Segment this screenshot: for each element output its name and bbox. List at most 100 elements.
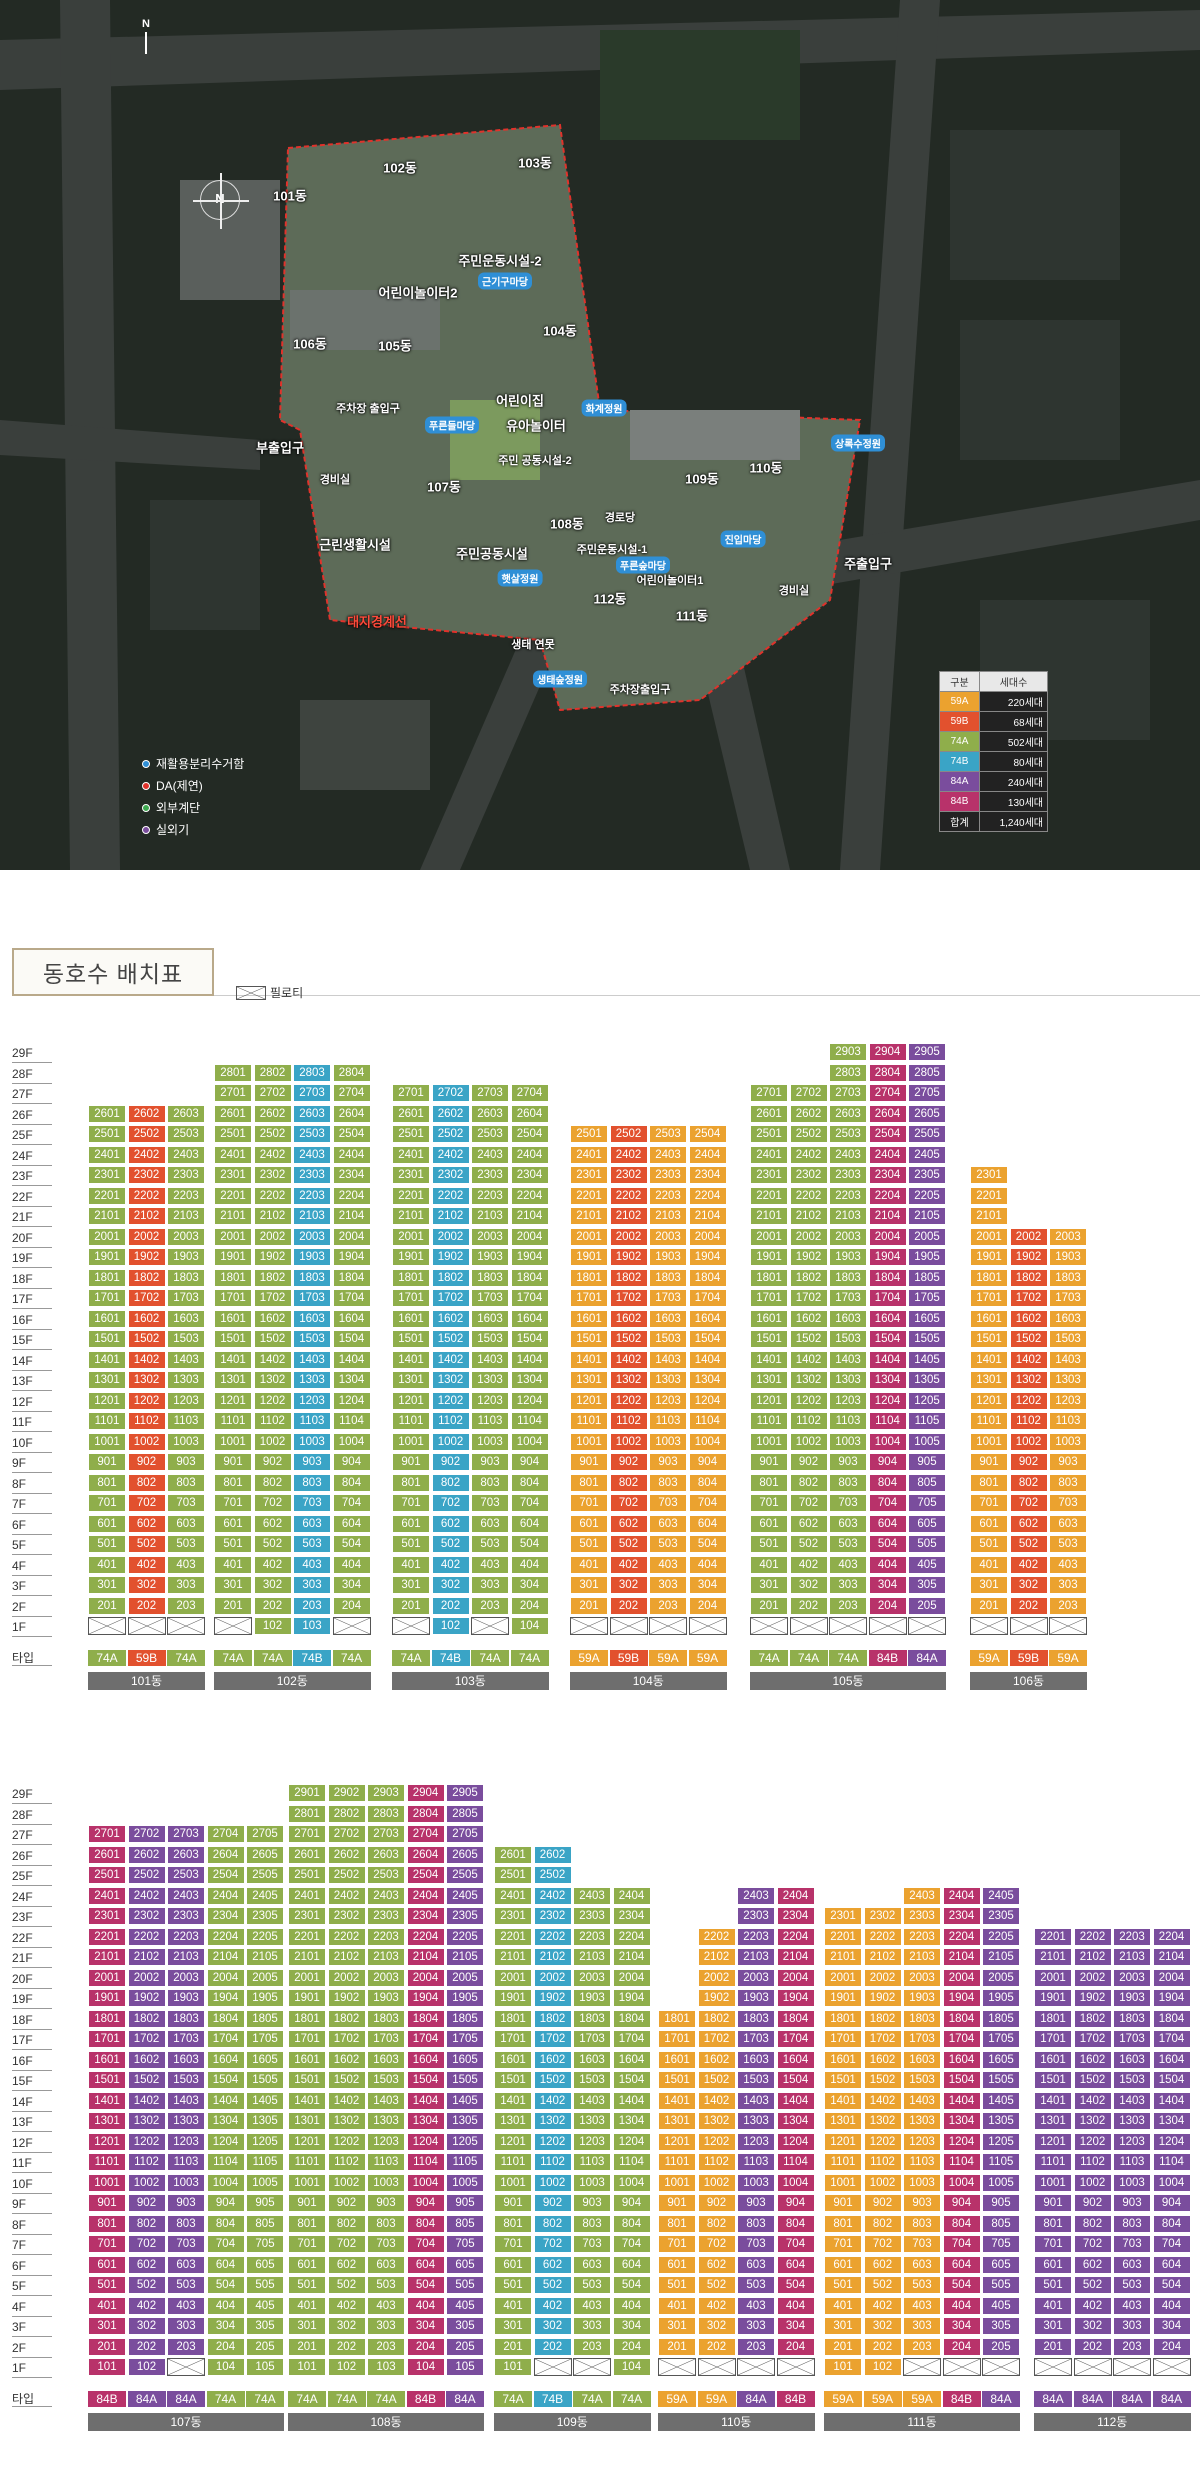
unit-cell: 2001 [750, 1227, 788, 1246]
unit-cell: 1804 [612, 2009, 651, 2028]
unit-cell: 501 [1034, 2276, 1072, 2294]
unit-cell: 1404 [510, 1350, 549, 1369]
floor-label: 9F [12, 2194, 52, 2214]
unit-cell: 2201 [392, 1186, 430, 1205]
unit-cell: 402 [431, 1555, 470, 1574]
unit-cell: 1704 [332, 1289, 371, 1307]
unit-cell: 203 [649, 1596, 687, 1615]
unit-cell: 1501 [658, 2071, 696, 2089]
unit-cell: 1704 [1152, 2030, 1191, 2048]
piloti-cell [908, 1617, 946, 1635]
floor-label: 15F [12, 2071, 52, 2091]
unit-cell: 804 [332, 1473, 371, 1492]
unit-cell: 403 [573, 2296, 611, 2315]
garden-label: 근기구마당 [478, 272, 532, 290]
unit-cell: 904 [942, 2194, 981, 2212]
unit-cell: 2102 [609, 1207, 648, 1225]
unit-cell: 2204 [868, 1186, 907, 1205]
unit-cell: 1405 [982, 2091, 1020, 2110]
unit-cell: 1704 [206, 2030, 245, 2048]
piloti-cell [982, 2358, 1020, 2376]
unit-cell: 901 [750, 1453, 788, 1471]
unit-cell: 604 [776, 2255, 815, 2274]
unit-cell: 2003 [737, 1968, 775, 1987]
unit-type-cell: 59B [127, 1649, 166, 1666]
unit-cell: 604 [332, 1514, 371, 1533]
unit-cell: 1803 [1049, 1268, 1087, 1287]
unit-cell: 2403 [471, 1145, 509, 1164]
unit-cell: 601 [1034, 2255, 1072, 2274]
unit-cell: 2602 [127, 1845, 166, 1864]
unit-cell: 1301 [658, 2112, 696, 2130]
unit-cell: 703 [167, 1494, 205, 1512]
unit-cell: 1501 [824, 2071, 862, 2089]
unit-cell: 302 [697, 2317, 736, 2335]
unit-cell: 402 [127, 2296, 166, 2315]
unit-cell: 902 [789, 1453, 828, 1471]
unit-cell: 1404 [612, 2091, 651, 2110]
unit-cell: 2704 [868, 1084, 907, 1102]
floor-label: 25F [12, 1866, 52, 1886]
unit-cell: 1503 [903, 2071, 941, 2089]
unit-cell: 602 [127, 2255, 166, 2274]
unit-cell: 903 [167, 1453, 205, 1471]
unit-cell: 602 [1009, 1514, 1048, 1533]
unit-cell: 804 [868, 1473, 907, 1492]
unit-cell: 1202 [127, 2132, 166, 2151]
floor-label: 1F [12, 1617, 52, 1637]
unit-cell: 1402 [327, 2091, 366, 2110]
unit-cell: 503 [1113, 2276, 1151, 2294]
unit-cell: 1503 [573, 2071, 611, 2089]
unit-cell: 1104 [406, 2153, 445, 2171]
legend-dot-icon [142, 781, 150, 790]
floor-label: 16F [12, 1310, 52, 1330]
floor-label: 20F [12, 1228, 52, 1248]
unit-cell: 1504 [868, 1330, 907, 1348]
unit-cell: 1304 [332, 1371, 371, 1389]
unit-cell: 802 [697, 2214, 736, 2233]
unit-cell: 804 [942, 2214, 981, 2233]
unit-cell: 1702 [327, 2030, 366, 2048]
unit-cell: 1001 [1034, 2173, 1072, 2192]
unit-cell: 1803 [167, 1268, 205, 1287]
unit-cell: 501 [750, 1535, 788, 1553]
unit-cell: 1801 [1034, 2009, 1072, 2028]
unit-cell: 1603 [829, 1309, 867, 1328]
unit-cell: 2301 [214, 1166, 252, 1184]
unit-cell: 501 [494, 2276, 532, 2294]
unit-cell: 1503 [829, 1330, 867, 1348]
unit-cell: 2401 [750, 1145, 788, 1164]
unit-cell: 801 [658, 2214, 696, 2233]
unit-cell: 304 [510, 1576, 549, 1594]
unit-cell: 1205 [908, 1391, 946, 1410]
guard-house-1-label: 경비실 [319, 474, 351, 486]
unit-cell: 1502 [431, 1330, 470, 1348]
legend-dot-icon [142, 759, 150, 768]
unit-cell: 2703 [167, 1825, 205, 1843]
unit-cell: 1603 [293, 1309, 331, 1328]
unit-cell: 1002 [127, 1432, 166, 1451]
unit-cell: 1003 [367, 2173, 405, 2192]
unit-cell: 2204 [688, 1186, 727, 1205]
unit-cell: 804 [206, 2214, 245, 2233]
unit-cell: 2102 [431, 1207, 470, 1225]
unit-cell: 1604 [688, 1309, 727, 1328]
unit-type-cell: 84A [1152, 2390, 1191, 2407]
unit-cell: 1403 [293, 1350, 331, 1369]
unit-cell: 1203 [471, 1391, 509, 1410]
unit-cell: 1603 [573, 2050, 611, 2069]
unit-type-row: 59A 220세대 [939, 691, 1048, 712]
unit-cell: 504 [942, 2276, 981, 2294]
unit-cell: 1403 [903, 2091, 941, 2110]
unit-cell: 1303 [167, 2112, 205, 2130]
unit-cell: 202 [1073, 2337, 1112, 2356]
unit-cell: 1203 [293, 1391, 331, 1410]
unit-cell: 2605 [246, 1845, 284, 1864]
unit-cell: 601 [970, 1514, 1008, 1533]
unit-cell: 1104 [776, 2153, 815, 2171]
unit-cell: 2104 [868, 1207, 907, 1225]
unit-cell: 1701 [750, 1289, 788, 1307]
unit-cell: 2301 [288, 1907, 326, 1925]
unit-cell: 303 [573, 2317, 611, 2335]
unit-cell: 301 [970, 1576, 1008, 1594]
